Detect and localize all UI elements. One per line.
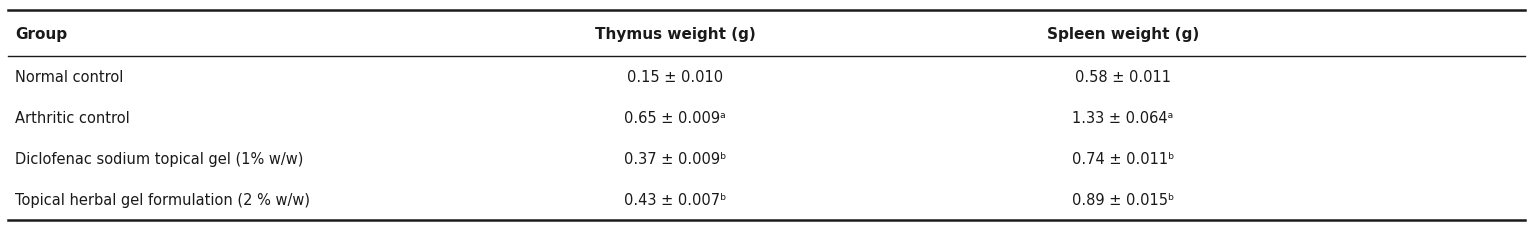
Text: Normal control: Normal control — [15, 70, 124, 85]
Text: 0.15 ± 0.010: 0.15 ± 0.010 — [626, 70, 723, 85]
Text: 1.33 ± 0.064ᵃ: 1.33 ± 0.064ᵃ — [1073, 111, 1174, 126]
Text: 0.74 ± 0.011ᵇ: 0.74 ± 0.011ᵇ — [1071, 152, 1174, 166]
Text: 0.43 ± 0.007ᵇ: 0.43 ± 0.007ᵇ — [623, 192, 726, 207]
Text: Group: Group — [15, 27, 67, 41]
Text: Diclofenac sodium topical gel (1% w/w): Diclofenac sodium topical gel (1% w/w) — [15, 152, 304, 166]
Text: Spleen weight (g): Spleen weight (g) — [1047, 27, 1199, 41]
Text: Thymus weight (g): Thymus weight (g) — [594, 27, 756, 41]
Text: 0.65 ± 0.009ᵃ: 0.65 ± 0.009ᵃ — [625, 111, 726, 126]
Text: 0.37 ± 0.009ᵇ: 0.37 ± 0.009ᵇ — [623, 152, 726, 166]
Text: Arthritic control: Arthritic control — [15, 111, 130, 126]
Text: Topical herbal gel formulation (2 % w/w): Topical herbal gel formulation (2 % w/w) — [15, 192, 310, 207]
Text: 0.58 ± 0.011: 0.58 ± 0.011 — [1074, 70, 1170, 85]
Text: 0.89 ± 0.015ᵇ: 0.89 ± 0.015ᵇ — [1071, 192, 1174, 207]
